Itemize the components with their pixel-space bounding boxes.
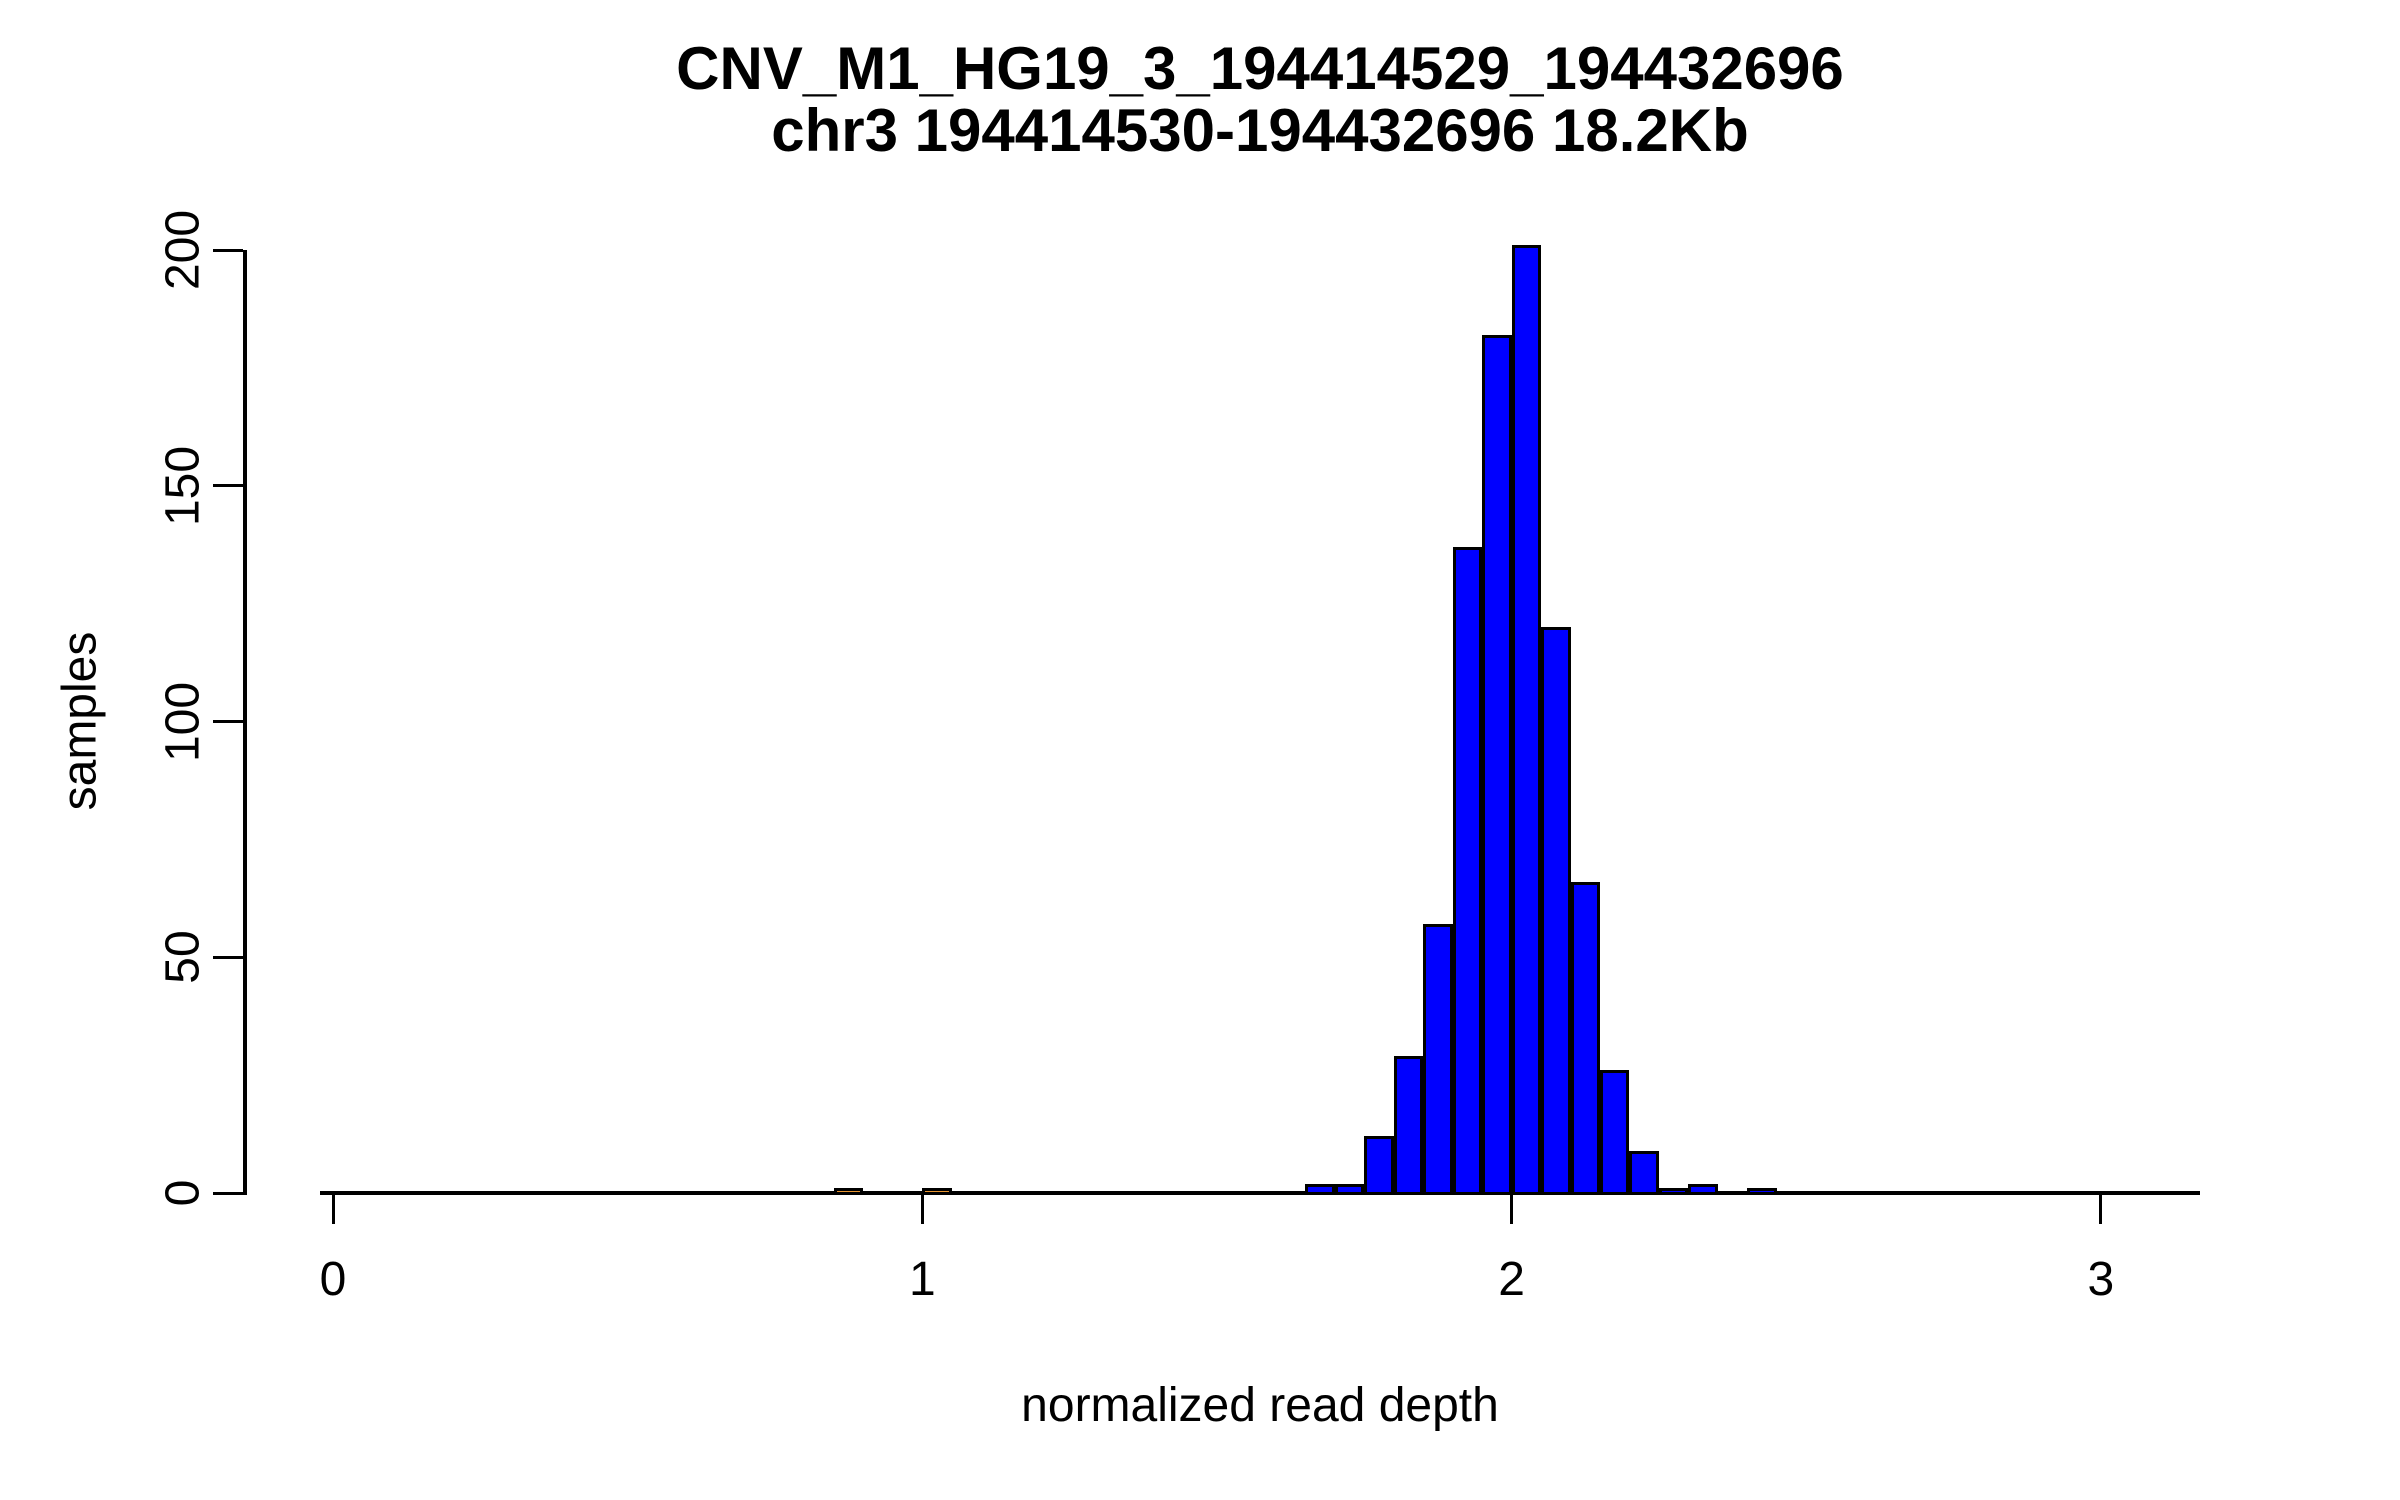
- histogram-bar: [1511, 245, 1542, 1195]
- y-tick-label: 200: [156, 209, 210, 291]
- histogram-bar: [1747, 1188, 1777, 1195]
- histogram-bar: [1364, 1136, 1394, 1195]
- histogram-bar: [1658, 1188, 1689, 1195]
- highlight-bar: [833, 1188, 864, 1195]
- y-tick: [213, 720, 243, 723]
- y-axis-title-text: samples: [53, 631, 107, 811]
- histogram-bar: [1393, 1056, 1424, 1195]
- x-axis-line: [320, 1191, 2200, 1195]
- x-tick-label: 1: [908, 1253, 936, 1306]
- histogram-bar: [1599, 1070, 1630, 1195]
- histogram-bar: [1688, 1183, 1718, 1195]
- plot-subtitle: chr3 194414530-194432696 18.2Kb: [771, 97, 1749, 164]
- histogram-bar: [1423, 924, 1453, 1195]
- y-tick-label: 0: [156, 1179, 210, 1207]
- y-tick: [213, 1191, 243, 1195]
- histogram-bar: [1452, 547, 1483, 1195]
- y-tick-label: 50: [156, 930, 210, 984]
- x-tick-label: 2: [1498, 1253, 1525, 1306]
- x-axis-title: normalized read depth: [1021, 1379, 1499, 1432]
- histogram-bar: [1629, 1150, 1659, 1195]
- y-tick: [213, 955, 243, 959]
- histogram-bar: [1334, 1183, 1365, 1195]
- y-tick: [213, 248, 243, 252]
- highlight-bar: [922, 1188, 952, 1195]
- x-tick: [2099, 1193, 2103, 1224]
- histogram-bar: [1570, 881, 1600, 1195]
- x-tick: [1510, 1193, 1514, 1224]
- histogram-bar: [1541, 627, 1571, 1195]
- y-tick: [213, 484, 243, 488]
- plot-title: CNV_M1_HG19_3_194414529_194432696: [676, 35, 1844, 102]
- x-tick: [331, 1193, 335, 1224]
- title-block: CNV_M1_HG19_3_194414529_194432696 chr3 1…: [120, 38, 2400, 162]
- y-axis-line: [243, 250, 247, 1195]
- histogram-bar: [1305, 1183, 1335, 1195]
- x-tick-label: 0: [319, 1253, 347, 1306]
- histogram-bar: [1482, 334, 1512, 1195]
- y-tick-label: 100: [156, 681, 210, 762]
- x-tick-label: 3: [2087, 1253, 2115, 1306]
- x-tick: [920, 1193, 924, 1224]
- y-tick-label: 150: [156, 445, 210, 526]
